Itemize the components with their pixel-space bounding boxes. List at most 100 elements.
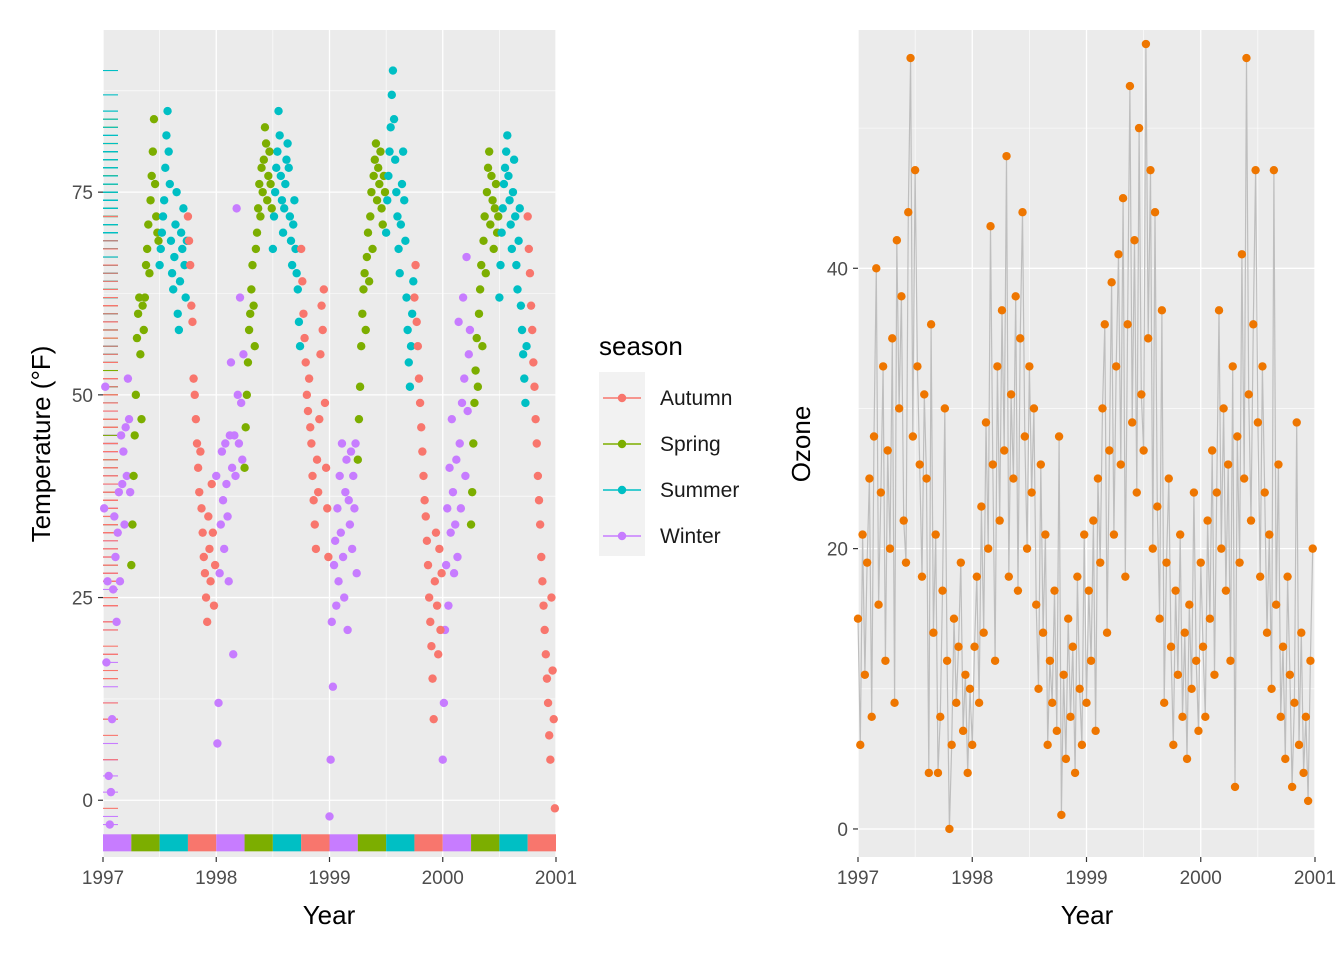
ozone-point xyxy=(1283,572,1292,581)
ozone-point xyxy=(1057,810,1066,820)
point-winter xyxy=(439,698,449,708)
point-spring xyxy=(133,309,143,318)
point-spring xyxy=(376,147,385,156)
point-winter xyxy=(212,471,221,481)
point-winter xyxy=(215,569,224,578)
point-spring xyxy=(147,171,156,181)
point-spring xyxy=(358,309,367,318)
point-summer xyxy=(293,285,302,294)
ozone-point xyxy=(1082,698,1091,708)
point-summer xyxy=(405,382,415,391)
season-tile-summer xyxy=(159,834,188,852)
point-winter xyxy=(116,431,126,440)
point-autumn xyxy=(206,577,215,586)
point-winter xyxy=(99,504,109,513)
ozone-point xyxy=(1112,362,1121,371)
point-autumn xyxy=(550,804,560,813)
ozone-point xyxy=(1000,446,1009,455)
point-autumn xyxy=(183,212,193,221)
ozone-point xyxy=(924,768,934,778)
ozone-point xyxy=(1185,600,1194,609)
point-autumn xyxy=(413,342,423,351)
ozone-point xyxy=(1052,726,1061,736)
point-summer xyxy=(394,244,403,254)
point-winter xyxy=(221,439,230,448)
point-autumn xyxy=(199,552,208,562)
ozone-point xyxy=(1187,684,1196,693)
season-tile-summer xyxy=(272,834,302,852)
ozone-point xyxy=(1137,390,1146,399)
point-autumn xyxy=(202,617,212,627)
point-summer xyxy=(158,212,168,221)
point-summer xyxy=(163,106,172,116)
ozone-point xyxy=(1233,432,1242,441)
legend-key-point-summer xyxy=(617,485,627,495)
point-autumn xyxy=(434,650,443,659)
ozone-point xyxy=(1043,740,1052,750)
point-summer xyxy=(516,301,526,310)
legend-label-summer: Summer xyxy=(660,479,739,502)
point-spring xyxy=(378,220,387,229)
ozone-point xyxy=(958,726,968,736)
point-winter xyxy=(236,398,246,408)
point-spring xyxy=(370,155,379,164)
point-spring xyxy=(368,244,377,254)
point-spring xyxy=(267,204,276,213)
point-spring xyxy=(137,414,146,424)
point-spring xyxy=(130,431,139,440)
point-autumn xyxy=(306,423,315,432)
point-winter xyxy=(106,787,116,797)
point-summer xyxy=(285,212,295,221)
point-autumn xyxy=(418,447,427,456)
ozone-point xyxy=(1194,726,1203,736)
ozone-point xyxy=(1050,586,1059,595)
point-autumn xyxy=(301,358,310,367)
ozone-point xyxy=(1098,404,1107,413)
ozone-point xyxy=(1285,670,1295,679)
ozone-point xyxy=(917,572,927,581)
point-winter xyxy=(229,650,238,659)
point-autumn xyxy=(302,390,312,400)
point-spring xyxy=(141,260,151,270)
point-summer xyxy=(496,260,505,270)
point-spring xyxy=(487,171,496,181)
point-winter xyxy=(345,520,355,529)
point-winter xyxy=(351,439,360,448)
legend-label-winter: Winter xyxy=(660,525,721,548)
ozone-point xyxy=(981,418,991,427)
season-tile-winter xyxy=(216,834,245,852)
ozone-point xyxy=(1066,712,1075,722)
point-winter xyxy=(218,496,228,505)
ozone-point xyxy=(1045,656,1055,665)
point-winter xyxy=(447,414,457,424)
point-autumn xyxy=(324,552,333,562)
point-autumn xyxy=(430,577,440,586)
point-summer xyxy=(277,196,287,205)
ozone-point xyxy=(1116,460,1125,469)
ozone-point xyxy=(1016,334,1025,343)
point-summer xyxy=(155,260,164,270)
point-autumn xyxy=(308,471,317,481)
point-autumn xyxy=(540,625,549,635)
point-winter xyxy=(444,601,453,610)
point-winter xyxy=(104,771,113,781)
point-winter xyxy=(108,585,118,594)
ozone-point xyxy=(1128,418,1137,427)
point-spring xyxy=(142,244,152,254)
ozone-point xyxy=(963,768,972,778)
ozone-point xyxy=(1009,474,1018,483)
point-spring xyxy=(244,325,254,335)
ozone-point xyxy=(1018,208,1027,217)
point-autumn xyxy=(197,504,206,513)
point-spring xyxy=(152,212,161,221)
ozone-point xyxy=(922,474,931,483)
ozone-point xyxy=(1201,712,1210,722)
ozone-point xyxy=(1022,544,1032,553)
ozone-point xyxy=(1196,558,1205,567)
point-autumn xyxy=(539,601,548,610)
point-autumn xyxy=(428,674,437,683)
point-winter xyxy=(227,463,237,473)
point-autumn xyxy=(421,512,430,521)
point-autumn xyxy=(427,641,436,651)
point-autumn xyxy=(437,569,446,578)
